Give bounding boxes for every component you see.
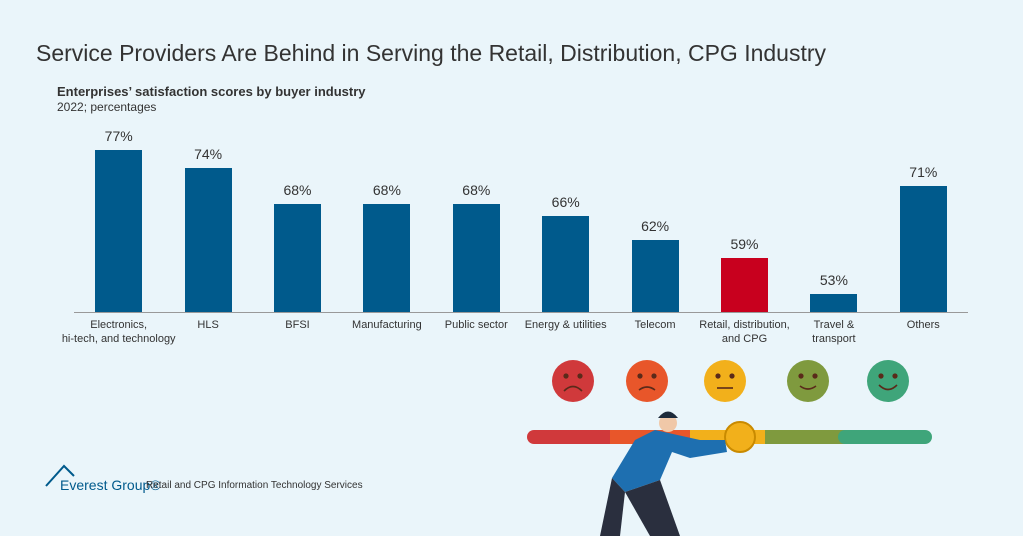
value-label: 62% (641, 218, 670, 234)
brand: Everest Group® (60, 477, 161, 493)
chart-note: 2022; percentages (57, 100, 157, 114)
x-tick-label: Others (906, 319, 940, 331)
bar (452, 204, 500, 312)
footer-text: Retail and CPG Information Technology Se… (146, 480, 363, 491)
baseline (74, 312, 968, 313)
value-label: 68% (283, 182, 312, 198)
bar (363, 204, 411, 312)
bar (542, 216, 590, 312)
x-tick-label: Manufacturing (352, 319, 422, 331)
person (600, 411, 727, 536)
bar (631, 240, 679, 312)
bar (274, 204, 321, 312)
x-tick-label: HLS (197, 319, 219, 331)
value-label: 77% (104, 128, 133, 144)
x-tick-label: Telecom (634, 319, 676, 331)
bar (810, 294, 858, 312)
chart-title: Service Providers Are Behind in Serving … (36, 40, 827, 66)
value-label: 53% (819, 272, 848, 288)
value-label: 71% (909, 164, 938, 180)
x-tick-label: Retail, distribution, and CPG (699, 319, 790, 345)
logo (45, 464, 75, 487)
bar (184, 168, 232, 312)
value-label: 68% (462, 182, 491, 198)
value-label: 66% (551, 194, 580, 210)
slider (527, 421, 932, 453)
x-tick-label: Travel & transport (812, 319, 856, 345)
x-tick-label: BFSI (285, 319, 310, 331)
value-label: 68% (372, 182, 401, 198)
value-label: 74% (194, 146, 223, 162)
x-tick-label: Energy & utilities (524, 319, 607, 331)
x-tick-label: Public sector (444, 319, 508, 331)
bar (721, 258, 768, 312)
bar (95, 150, 143, 312)
chart-subtitle: Enterprises’ satisfaction scores by buye… (57, 84, 366, 99)
faces (552, 360, 909, 402)
value-label: 59% (730, 236, 759, 252)
bar (899, 186, 947, 312)
x-tick-label: Electronics, hi-tech, and technology (61, 319, 176, 345)
